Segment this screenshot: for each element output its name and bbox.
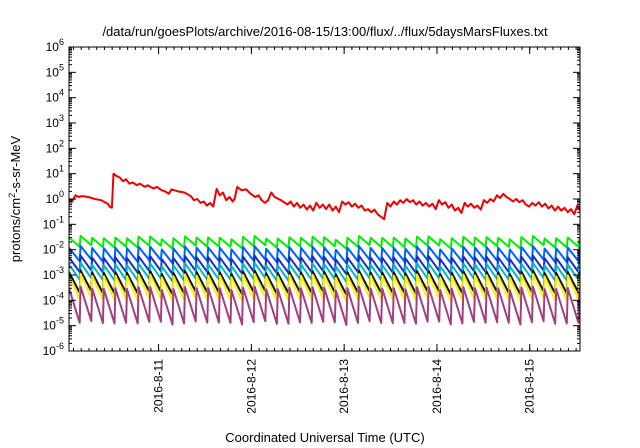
y-tick-label: 10-6 xyxy=(43,341,64,358)
y-tick-label-exp: -2 xyxy=(56,240,64,250)
y-tick-label-base: 10 xyxy=(43,243,57,257)
y-tick-label-base: 10 xyxy=(46,116,60,130)
x-tick-label: 2016-8-11 xyxy=(152,359,166,413)
y-axis-label-sup: 2 xyxy=(7,193,17,198)
y-tick-label: 105 xyxy=(46,62,64,79)
y-tick-label-exp: 2 xyxy=(59,138,64,148)
y-tick-label: 104 xyxy=(46,88,64,105)
y-tick-label-base: 10 xyxy=(43,217,57,231)
y-tick-label-base: 10 xyxy=(46,167,60,181)
x-axis: 2016-8-11 2016-8-12 2016-8-13 2016-8-14 2016… xyxy=(73,47,577,414)
series-layer xyxy=(69,172,580,326)
y-tick-label-base: 10 xyxy=(46,40,60,54)
y-tick-label-base: 10 xyxy=(43,293,57,307)
y-axis-label: protons/cm2-s-sr-MeV xyxy=(7,135,23,262)
y-tick-label: 10-4 xyxy=(43,290,64,307)
y-axis-label-base: protons/cm xyxy=(8,198,23,262)
y-tick-label-exp: 0 xyxy=(59,189,64,199)
y-tick-label: 106 xyxy=(46,37,64,54)
y-tick-label-base: 10 xyxy=(46,192,60,206)
x-tick-label: 2016-8-14 xyxy=(430,359,444,414)
y-tick-label-base: 10 xyxy=(46,91,60,105)
y-tick-label-base: 10 xyxy=(46,141,60,155)
y-tick-label: 101 xyxy=(46,164,64,181)
series-line xyxy=(69,269,580,296)
y-tick-label: 10-5 xyxy=(43,316,64,333)
series-line xyxy=(69,254,580,276)
y-tick-label-base: 10 xyxy=(43,268,57,282)
y-tick-label-exp: -4 xyxy=(56,290,64,300)
y-tick-label: 100 xyxy=(46,189,64,206)
y-tick-label: 10-1 xyxy=(43,214,64,231)
y-tick-label: 103 xyxy=(46,113,64,130)
y-tick-label-exp: 1 xyxy=(59,164,64,174)
x-tick-label: 2016-8-15 xyxy=(523,359,537,414)
series-line xyxy=(69,172,580,221)
y-tick-label-exp: -3 xyxy=(56,265,64,275)
series-line xyxy=(69,261,580,283)
x-tick-label: 2016-8-13 xyxy=(337,359,351,414)
y-tick-label-exp: -5 xyxy=(56,316,64,326)
y-tick-label: 10-3 xyxy=(43,265,64,282)
x-tick-label: 2016-8-12 xyxy=(244,359,258,414)
chart-title: /data/run/goesPlots/archive/2016-08-15/1… xyxy=(102,24,548,39)
y-tick-label-exp: 6 xyxy=(59,37,64,47)
y-tick-label: 10-2 xyxy=(43,240,64,257)
y-tick-label-exp: 3 xyxy=(59,113,64,123)
y-tick-label-exp: -6 xyxy=(56,341,64,351)
y-tick-label-exp: 5 xyxy=(59,62,64,72)
x-axis-label: Coordinated Universal Time (UTC) xyxy=(225,430,424,445)
y-tick-label-base: 10 xyxy=(43,344,57,358)
y-tick-label-exp: -1 xyxy=(56,214,64,224)
series-line xyxy=(69,272,580,303)
y-tick-label-exp: 4 xyxy=(59,88,64,98)
y-axis: 10-610-510-410-310-210-11001011021031041… xyxy=(43,37,580,358)
series-line xyxy=(69,234,580,250)
y-tick-label-base: 10 xyxy=(46,65,60,79)
y-axis-label-rest: -s-sr-MeV xyxy=(8,135,23,192)
series-line xyxy=(69,285,580,326)
y-tick-label-base: 10 xyxy=(43,319,57,333)
y-tick-label: 102 xyxy=(46,138,64,155)
series-line xyxy=(69,245,580,265)
